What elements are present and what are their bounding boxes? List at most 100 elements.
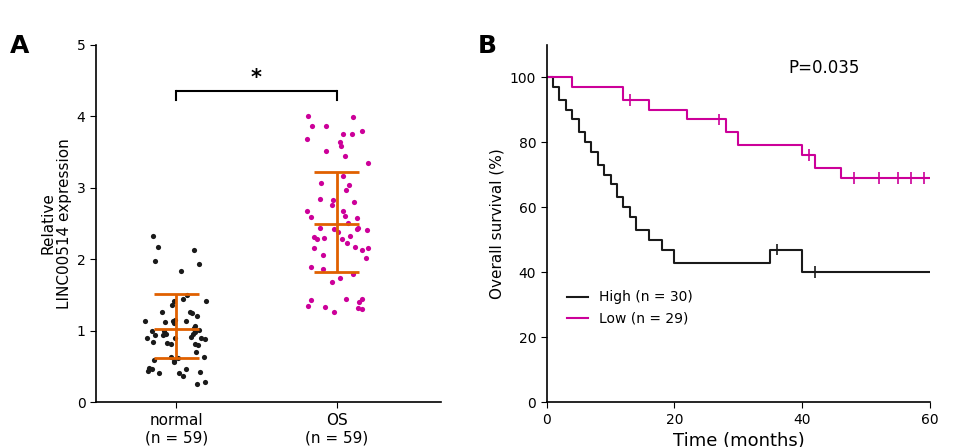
Point (330, 228, 345, 235)
Point (170, 354, 185, 362)
Point (188, 322, 203, 329)
Point (351, 304, 366, 311)
Point (341, 181, 357, 189)
Point (316, 265, 331, 272)
Point (332, 274, 347, 282)
Point (147, 332, 162, 339)
Point (159, 339, 175, 346)
Point (324, 278, 339, 286)
Point (145, 232, 160, 240)
Point (175, 295, 190, 303)
Point (186, 325, 201, 332)
Point (154, 308, 170, 316)
Point (158, 330, 174, 337)
Point (344, 131, 360, 138)
Point (192, 261, 207, 268)
Point (306, 244, 321, 251)
Point (299, 136, 315, 143)
Point (139, 334, 154, 342)
Point (336, 172, 351, 179)
Point (156, 327, 172, 334)
Point (140, 367, 155, 375)
Point (307, 233, 322, 240)
Point (191, 327, 206, 334)
Point (354, 305, 369, 312)
Point (313, 195, 328, 202)
Point (346, 198, 362, 206)
Point (164, 301, 179, 308)
Point (360, 227, 375, 234)
Point (178, 318, 194, 325)
Point (146, 357, 161, 364)
Point (316, 251, 331, 258)
Y-axis label: Overall survival (%): Overall survival (%) (489, 148, 504, 299)
Point (141, 364, 156, 371)
Point (174, 268, 189, 275)
Point (347, 243, 363, 250)
Point (338, 152, 353, 159)
Legend: High (n = 30), Low (n = 29): High (n = 30), Low (n = 29) (561, 285, 698, 331)
Point (193, 368, 208, 375)
Point (316, 234, 332, 241)
Point (167, 320, 182, 327)
Point (361, 245, 376, 252)
Point (339, 240, 355, 247)
Y-axis label: Relative
LINC00514 expression: Relative LINC00514 expression (40, 138, 73, 309)
Point (336, 131, 351, 138)
Point (340, 219, 356, 226)
Point (326, 308, 341, 315)
Point (316, 304, 332, 311)
Point (325, 197, 340, 204)
Text: P=0.035: P=0.035 (788, 59, 859, 77)
Point (178, 366, 194, 373)
Point (361, 160, 376, 167)
Point (183, 333, 199, 340)
Point (199, 297, 214, 304)
Point (179, 291, 195, 298)
Point (350, 225, 365, 232)
Point (157, 318, 173, 325)
Point (318, 148, 334, 155)
Point (194, 334, 209, 341)
Point (355, 247, 370, 254)
Point (314, 179, 329, 186)
Point (339, 295, 354, 303)
Point (309, 235, 324, 242)
Point (335, 235, 350, 242)
Point (145, 327, 160, 334)
Point (318, 122, 334, 130)
Point (163, 341, 178, 348)
Point (185, 330, 200, 337)
Point (313, 224, 328, 232)
Point (175, 372, 191, 379)
Point (145, 338, 160, 346)
Point (303, 296, 318, 304)
Point (338, 186, 353, 193)
Text: *: * (251, 67, 262, 88)
Point (182, 308, 198, 315)
Point (167, 335, 182, 342)
Point (304, 123, 319, 130)
Point (333, 139, 348, 146)
Point (304, 263, 319, 270)
Point (152, 370, 167, 377)
Point (184, 309, 199, 316)
Point (345, 270, 361, 277)
Point (166, 358, 181, 365)
Point (350, 215, 365, 222)
Point (355, 128, 370, 135)
Text: B: B (478, 34, 497, 58)
Point (327, 225, 342, 232)
Point (168, 316, 183, 324)
Point (301, 302, 316, 309)
Point (163, 353, 178, 360)
Point (303, 214, 318, 221)
Point (137, 317, 152, 324)
Point (189, 349, 204, 356)
Point (335, 208, 350, 215)
Point (187, 247, 202, 254)
Point (171, 370, 186, 377)
Point (197, 379, 212, 386)
Point (324, 201, 339, 208)
Point (155, 332, 171, 339)
